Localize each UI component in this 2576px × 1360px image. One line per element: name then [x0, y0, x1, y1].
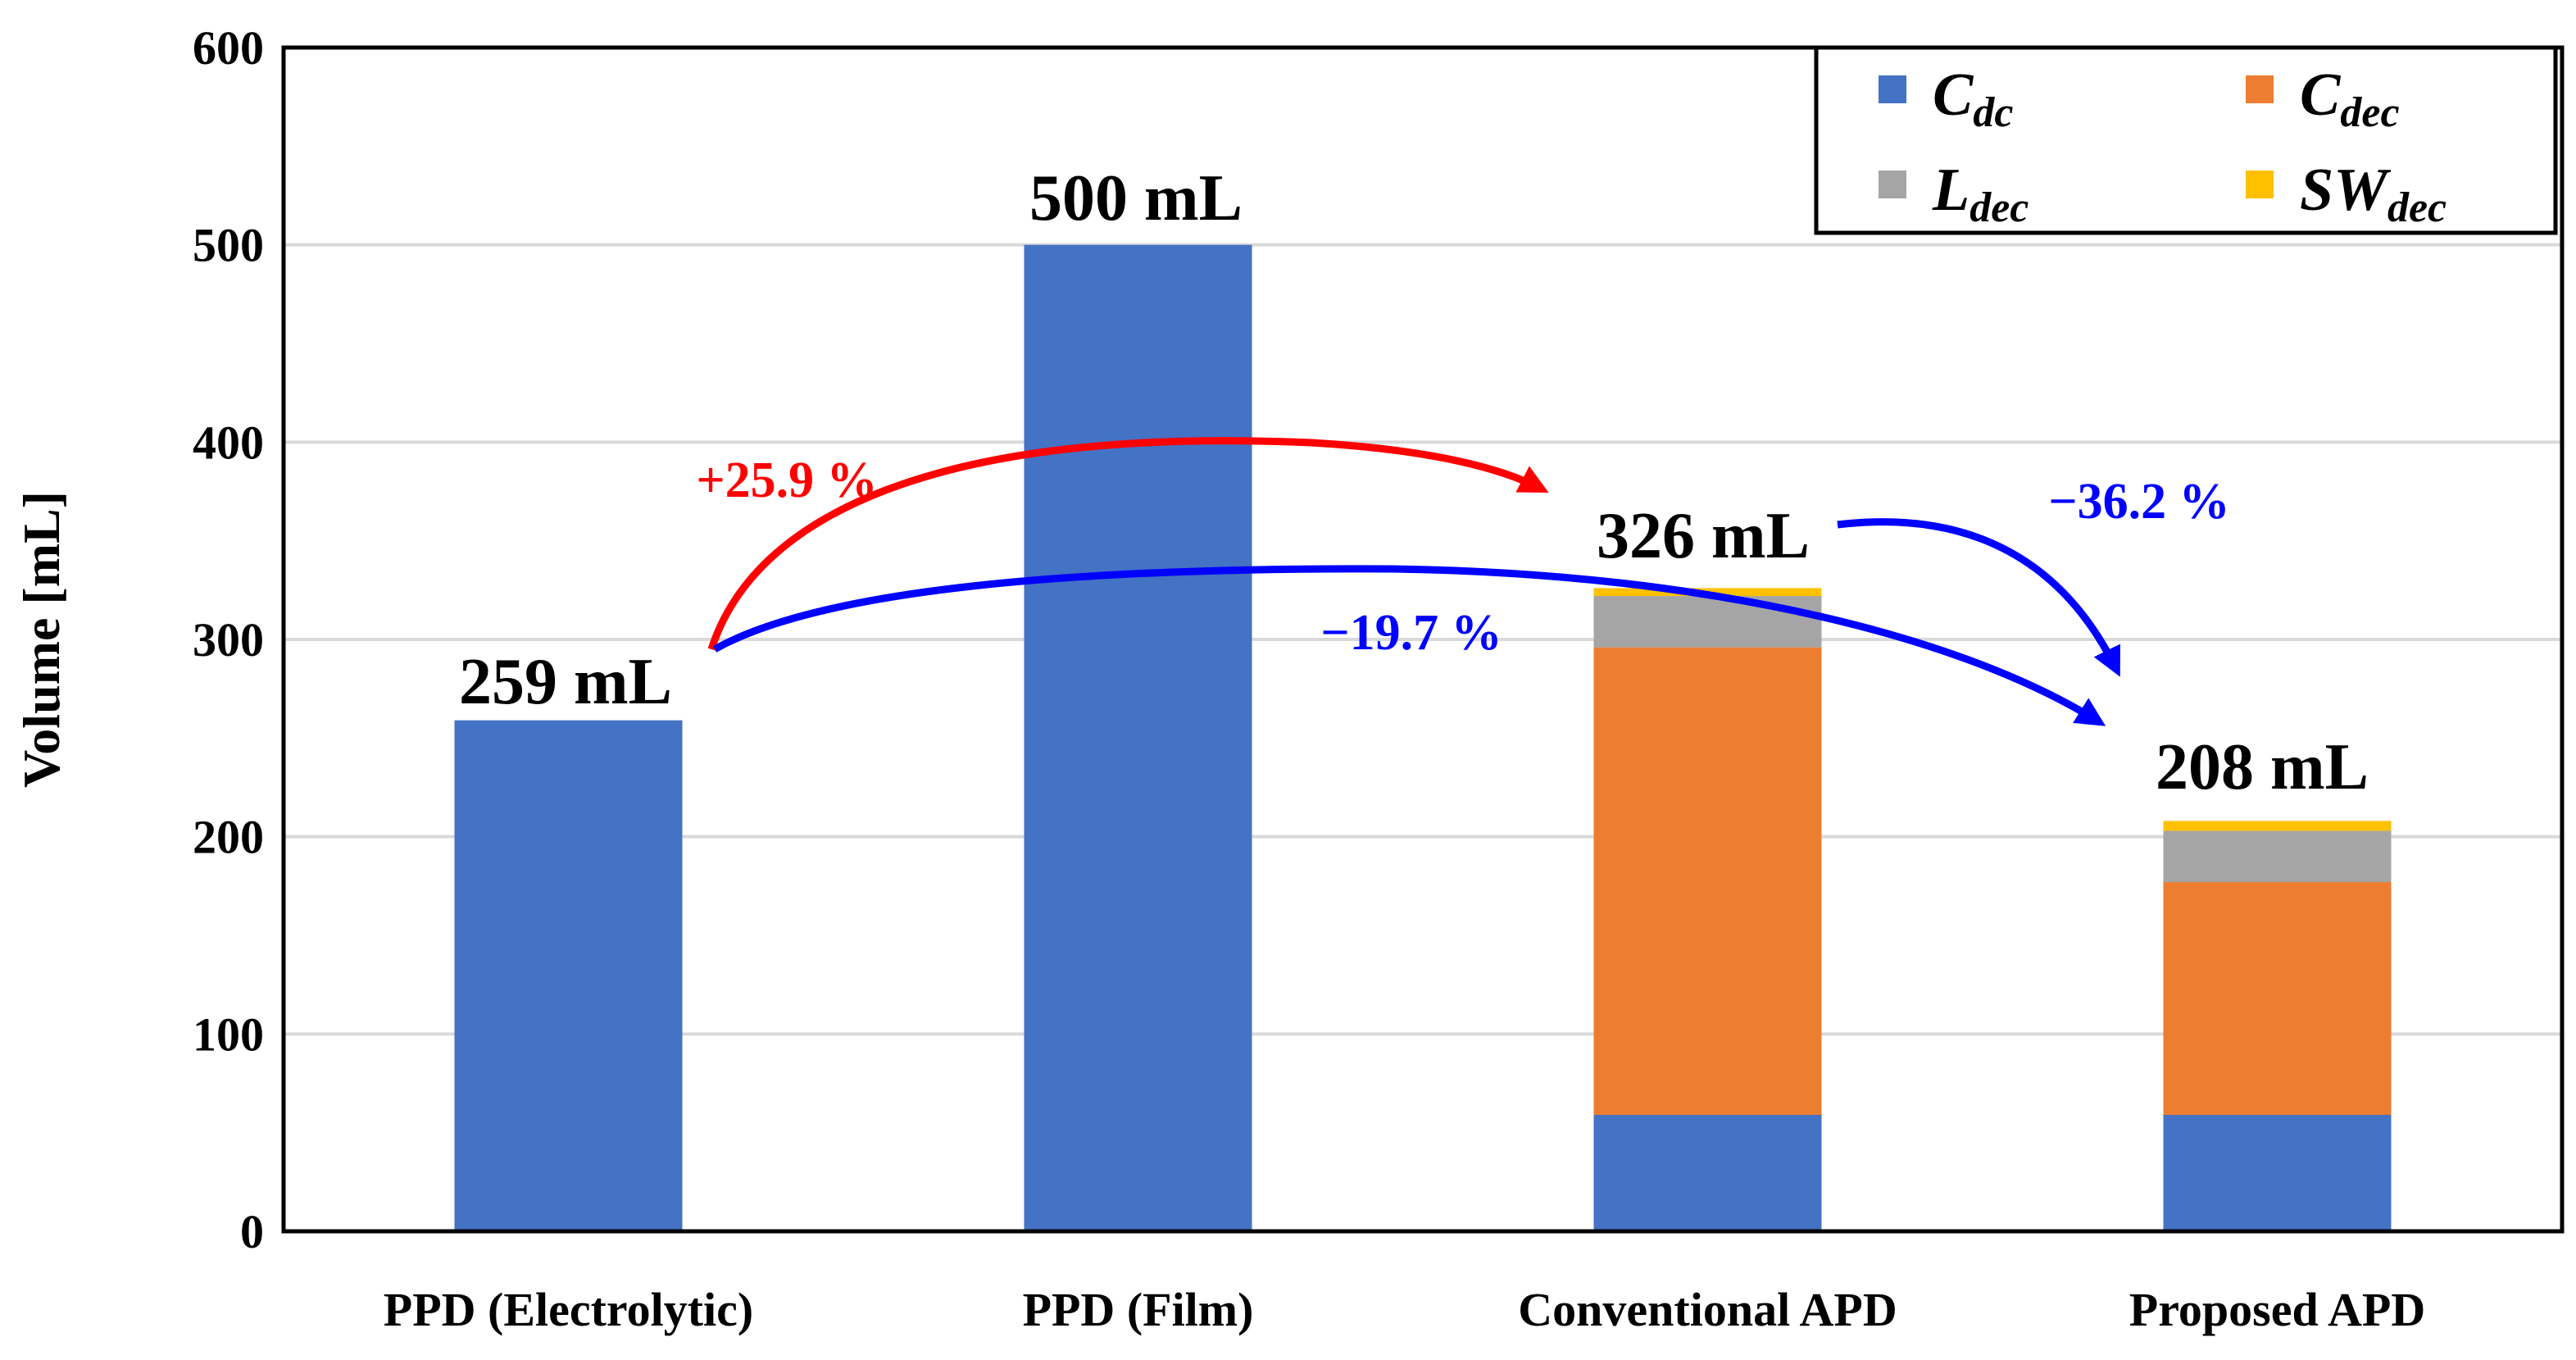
- bar-cdec-2: [1593, 647, 1822, 1116]
- change-arrow-0: [707, 437, 1549, 651]
- y-tick-label-0: 0: [240, 1205, 264, 1258]
- total-label-1: 500 mL: [1029, 162, 1243, 234]
- legend-label-sub-swdec: dec: [2387, 184, 2447, 231]
- legend-box: [1814, 45, 2558, 235]
- y-tick-label-300: 300: [193, 613, 264, 666]
- y-axis: 0 100 200 300 400 500 600: [193, 21, 264, 1258]
- y-tick-label-600: 600: [193, 21, 264, 75]
- x-tick-label-2: Conventional APD: [1518, 1283, 1897, 1336]
- x-tick-label-0: PPD (Electrolytic): [384, 1283, 753, 1336]
- legend-swatch-swdec: [2246, 171, 2274, 198]
- x-tick-label-3: Proposed APD: [2129, 1283, 2425, 1336]
- legend-swatch-cdc: [1879, 75, 1906, 103]
- plot-area-frame: [281, 45, 2565, 1234]
- bar-cdc-2: [1593, 1115, 1822, 1231]
- x-tick-label-1: PPD (Film): [1023, 1283, 1254, 1336]
- x-axis: PPD (Electrolytic) PPD (Film) Conventional…: [384, 1283, 2425, 1336]
- legend-label-main-cdec: C: [2300, 61, 2342, 129]
- legend-label-cdec: Cdec: [2300, 61, 2400, 136]
- legend-label-ldec: Ldec: [1932, 157, 2029, 231]
- legend-swatch-ldec: [1879, 171, 1906, 198]
- y-axis-title: Volume [mL]: [12, 491, 70, 788]
- total-label-3: 208 mL: [2156, 731, 2369, 803]
- bars-layer: [454, 244, 2392, 1232]
- change-arrow-1: [712, 565, 2106, 726]
- y-tick-label-200: 200: [193, 811, 264, 864]
- bar-ldec-3: [2163, 830, 2392, 883]
- change-label-1: −19.7 %: [1320, 605, 1502, 661]
- legend-label-cdc: Cdc: [1933, 61, 2013, 136]
- bar-cdec-3: [2163, 882, 2392, 1116]
- legend-label-sub-ldec: dec: [1969, 184, 2029, 231]
- change-label-0: +25.9 %: [696, 453, 877, 508]
- bar-swdec-3: [2163, 821, 2392, 831]
- bar-cdc-0: [454, 720, 683, 1231]
- change-annotations: +25.9 % −19.7 % −36.2 %: [696, 437, 2230, 726]
- bar-ldec-2: [1593, 596, 1822, 648]
- legend-label-main-ldec: L: [1932, 157, 1969, 224]
- bar-cdc-1: [1024, 244, 1252, 1232]
- change-arrow-2: [1837, 518, 2120, 677]
- total-label-0: 259 mL: [459, 646, 672, 718]
- legend-label-main-swdec: SW: [2300, 157, 2392, 224]
- change-label-2: −36.2 %: [2048, 474, 2229, 530]
- legend-label-sub-cdec: dec: [2340, 89, 2399, 136]
- bar-total-labels: 259 mL 500 mL 326 mL 208 mL: [459, 162, 2369, 803]
- total-label-2: 326 mL: [1597, 500, 1810, 572]
- legend-swatch-cdec: [2246, 75, 2274, 103]
- y-tick-label-500: 500: [193, 219, 264, 272]
- y-tick-label-100: 100: [193, 1007, 264, 1061]
- legend-label-sub-cdc: dc: [1973, 89, 2013, 136]
- y-tick-label-400: 400: [193, 416, 264, 469]
- legend-label-main-cdc: C: [1933, 61, 1974, 129]
- bar-cdc-3: [2163, 1115, 2392, 1231]
- legend-label-swdec: SWdec: [2300, 157, 2447, 231]
